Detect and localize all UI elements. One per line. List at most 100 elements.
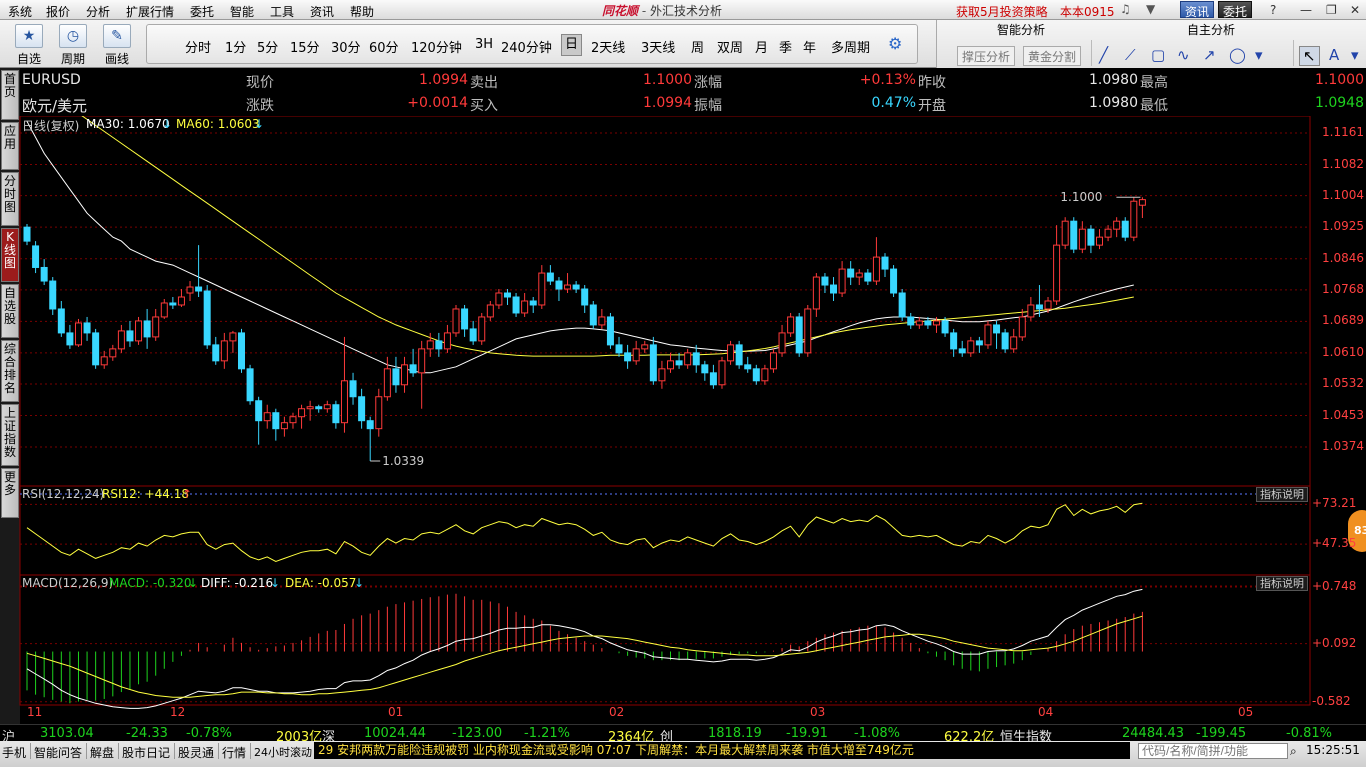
label-open: 开盘 (918, 98, 946, 114)
candle-body (975, 340, 983, 346)
period-15m[interactable]: 15分 (290, 41, 320, 56)
candle-body (890, 268, 898, 294)
golden-section-button[interactable]: 黄金分割 (1023, 46, 1082, 66)
candle-body (1035, 304, 1043, 310)
period-5m[interactable]: 5分 (257, 41, 279, 56)
candle-body (658, 368, 666, 382)
candle-body (409, 364, 417, 374)
line-tool-icon[interactable]: ╱ (1099, 46, 1109, 64)
tab-market[interactable]: 行情 (222, 746, 247, 760)
chart-canvas[interactable]: 1.1000 1.0339 (0, 116, 1366, 726)
candle-body (907, 316, 915, 326)
tab-guling[interactable]: 股灵通 (178, 746, 215, 760)
candle (581, 285, 589, 313)
menu-extended[interactable]: 扩展行情 (126, 5, 175, 19)
ray-tool-icon[interactable]: ↗ (1203, 46, 1216, 64)
cursor-icon[interactable]: ↖ (1299, 46, 1320, 66)
candle-body (478, 316, 486, 342)
side-tab-home[interactable]: 首页 (1, 70, 19, 120)
hs-value: 24484.43 (1122, 726, 1185, 741)
period-3h[interactable]: 3H (475, 37, 494, 52)
tab-smart-qa[interactable]: 智能问答 (34, 746, 83, 760)
period-month[interactable]: 月 (755, 41, 769, 56)
candle (907, 312, 915, 329)
support-resistance-button[interactable]: 撑压分析 (957, 46, 1016, 66)
menu-trade[interactable]: 委托 (190, 5, 215, 19)
candle-body (821, 276, 829, 286)
period-year[interactable]: 年 (803, 41, 817, 56)
period-tick[interactable]: 分时 (185, 41, 212, 56)
dropdown-icon[interactable]: ▾ (1351, 46, 1359, 64)
bell-icon[interactable]: ♫ (1120, 2, 1131, 16)
candle (1044, 297, 1052, 313)
menu-quote[interactable]: 报价 (46, 5, 71, 19)
candle-body (246, 368, 254, 402)
promo-link[interactable]: 获取5月投资策略 (956, 5, 1048, 19)
candle-body (615, 344, 623, 354)
period-30m[interactable]: 30分 (331, 41, 361, 56)
float-badge[interactable]: 83 (1348, 510, 1366, 552)
tab-analysis[interactable]: 解盘 (90, 746, 115, 760)
side-tab-shindex[interactable]: 上证指数 (1, 404, 19, 466)
period-week[interactable]: 周 (691, 41, 705, 56)
menu-help[interactable]: 帮助 (350, 5, 375, 19)
rect-tool-icon[interactable]: ▢ (1151, 46, 1166, 64)
text-tool-icon[interactable]: A (1329, 46, 1340, 64)
candle (589, 300, 597, 329)
period-3day[interactable]: 3天线 (641, 41, 676, 56)
tool-draw[interactable]: ✎ 画线 (98, 24, 136, 67)
shirt-icon[interactable]: ▼ (1146, 2, 1156, 16)
search-icon[interactable]: ⌕ (1290, 744, 1297, 758)
parallel-tool-icon[interactable]: ∿ (1177, 46, 1190, 64)
date-tick-label: 02 (609, 705, 625, 719)
candle-body (881, 256, 889, 270)
menu-news[interactable]: 资讯 (310, 5, 335, 19)
help-icon[interactable]: ? (1270, 3, 1277, 17)
period-120m[interactable]: 120分钟 (411, 41, 462, 56)
code-search-input[interactable] (1138, 743, 1288, 759)
candle-body (967, 340, 975, 354)
side-tab-more[interactable]: 更多 (1, 468, 19, 518)
period-day[interactable]: 日 (561, 34, 583, 56)
rsi-help-button[interactable]: 指标说明 (1256, 487, 1308, 502)
version-link[interactable]: 本本0915 (1060, 5, 1115, 19)
candle (298, 404, 306, 429)
side-tab-timeshare[interactable]: 分时图 (1, 172, 19, 226)
side-tab-ranking[interactable]: 综合排名 (1, 340, 19, 402)
tab-diary[interactable]: 股市日记 (122, 746, 171, 760)
minimize-icon[interactable]: — (1300, 3, 1312, 17)
menu-smart[interactable]: 智能 (230, 5, 255, 19)
tool-favorites[interactable]: ★ 自选 (10, 24, 48, 67)
menu-tools[interactable]: 工具 (270, 5, 295, 19)
side-tab-kline[interactable]: K线图 (1, 228, 19, 282)
candle (1001, 328, 1009, 353)
side-tab-apps[interactable]: 应用 (1, 122, 19, 170)
period-240m[interactable]: 240分钟 (501, 41, 552, 56)
tool-period[interactable]: ◷ 周期 (54, 24, 92, 67)
close-icon[interactable]: ✕ (1350, 3, 1361, 17)
news-ticker[interactable]: 29 安邦两款万能险违规被罚 业内称现金流或受影响 07:07 下周解禁：本月最… (314, 742, 1130, 759)
tab-mobile[interactable]: 手机 (2, 746, 27, 760)
period-2day[interactable]: 2天线 (591, 41, 626, 56)
menu-system[interactable]: 系统 (8, 5, 33, 19)
period-quarter[interactable]: 季 (779, 41, 793, 56)
trade-button[interactable]: 委托 (1218, 1, 1253, 19)
news-button[interactable]: 资讯 (1180, 1, 1215, 19)
period-multi[interactable]: 多周期 (831, 41, 871, 56)
period-1m[interactable]: 1分 (225, 41, 247, 56)
circle-tool-icon[interactable]: ◯ (1229, 46, 1246, 64)
rsi-title: RSI(12,12,24) (22, 487, 105, 501)
segment-tool-icon[interactable]: ⟋ (1125, 46, 1136, 64)
more-tools-icon[interactable]: ▾ (1255, 46, 1263, 64)
period-2week[interactable]: 双周 (717, 41, 744, 56)
menu-analysis[interactable]: 分析 (86, 5, 111, 19)
period-60m[interactable]: 60分 (369, 41, 399, 56)
tab-24h[interactable]: 24小时滚动 (254, 746, 312, 759)
label-price: 现价 (246, 75, 274, 91)
side-tab-watchlist[interactable]: 自选股 (1, 284, 19, 338)
gear-icon[interactable]: ⚙ (888, 34, 903, 53)
maximize-icon[interactable]: ❐ (1326, 3, 1337, 17)
macd-help-button[interactable]: 指标说明 (1256, 576, 1308, 591)
self-analysis-title[interactable]: 自主分析 (1187, 23, 1236, 37)
smart-analysis-title[interactable]: 智能分析 (997, 23, 1046, 37)
